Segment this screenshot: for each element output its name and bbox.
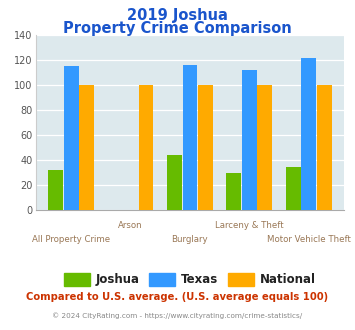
Bar (257, 84, 272, 210)
Text: All Property Crime: All Property Crime (32, 235, 110, 244)
Bar (242, 70, 257, 210)
Bar (182, 65, 197, 210)
Text: Property Crime Comparison: Property Crime Comparison (63, 21, 292, 36)
Bar (138, 84, 153, 210)
Legend: Joshua, Texas, National: Joshua, Texas, National (59, 268, 321, 291)
Bar (48, 170, 63, 210)
Text: 2019 Joshua: 2019 Joshua (127, 8, 228, 23)
Bar (301, 58, 316, 210)
Text: Arson: Arson (118, 221, 143, 230)
Text: © 2024 CityRating.com - https://www.cityrating.com/crime-statistics/: © 2024 CityRating.com - https://www.city… (53, 312, 302, 318)
Bar (79, 84, 94, 210)
Bar (317, 84, 332, 210)
Bar (167, 154, 182, 210)
Text: Larceny & Theft: Larceny & Theft (215, 221, 284, 230)
Bar (226, 173, 241, 210)
Text: Burglary: Burglary (171, 235, 208, 244)
Bar (198, 84, 213, 210)
Bar (286, 167, 301, 210)
Bar (64, 66, 78, 210)
Text: Motor Vehicle Theft: Motor Vehicle Theft (267, 235, 351, 244)
Text: Compared to U.S. average. (U.S. average equals 100): Compared to U.S. average. (U.S. average … (26, 292, 329, 302)
